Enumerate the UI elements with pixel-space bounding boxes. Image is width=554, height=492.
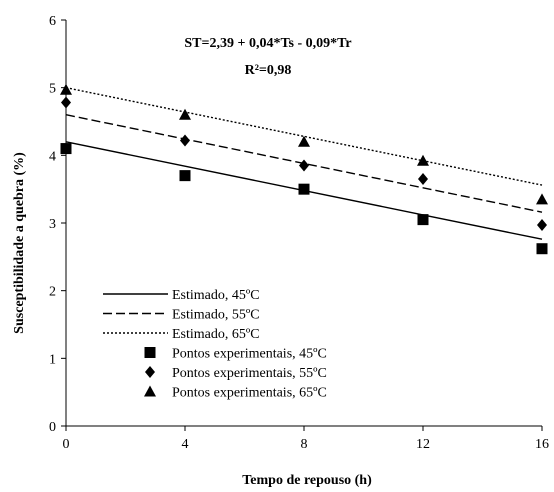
legend-item: Estimado, 55ºC: [103, 308, 260, 323]
y-tick-label: 1: [49, 352, 56, 367]
series-5: [61, 96, 547, 232]
series-layer: [60, 83, 548, 255]
x-tick-label: 4: [182, 437, 189, 452]
data-point: [417, 214, 429, 226]
legend-label: Pontos experimentais, 55ºC: [172, 366, 327, 381]
data-point: [179, 108, 191, 120]
data-point: [537, 219, 547, 232]
x-tick-label: 8: [301, 437, 308, 452]
legend-item: Estimado, 45ºC: [103, 288, 260, 303]
data-point: [60, 83, 72, 95]
legend-label: Pontos experimentais, 65ºC: [172, 386, 327, 401]
data-point: [179, 170, 191, 182]
data-point: [180, 134, 190, 147]
legend-item: Pontos experimentais, 55ºC: [145, 366, 327, 381]
x-tick-label: 16: [535, 437, 549, 452]
data-point: [536, 193, 548, 205]
legend-label: Estimado, 55ºC: [172, 308, 260, 323]
data-point: [536, 243, 548, 255]
y-tick-label: 6: [49, 14, 56, 29]
y-tick-label: 2: [49, 285, 56, 300]
series-line: [65, 86, 543, 186]
legend-swatch: [145, 366, 155, 378]
legend-item: Pontos experimentais, 45ºC: [144, 347, 327, 362]
x-tick-label: 0: [63, 437, 70, 452]
data-point: [298, 135, 310, 147]
data-point: [60, 143, 72, 155]
legend-item: Estimado, 65ºC: [103, 327, 260, 342]
legend-item: Pontos experimentais, 65ºC: [144, 385, 327, 401]
equation-label: ST=2,39 + 0,04*Ts - 0,09*Tr: [184, 36, 351, 51]
series-4: [60, 143, 548, 255]
y-tick-label: 0: [49, 420, 56, 435]
y-tick-label: 5: [49, 82, 56, 97]
legend-label: Estimado, 65ºC: [172, 327, 260, 342]
legend-label: Estimado, 45ºC: [172, 288, 260, 303]
legend-swatch: [144, 385, 156, 397]
legend: Estimado, 45ºC Estimado, 55ºC Estimado, 65…: [103, 288, 327, 401]
y-tick-label: 3: [49, 217, 56, 232]
x-axis-label: Tempo de repouso (h): [242, 473, 372, 488]
data-point: [418, 173, 428, 186]
legend-label: Pontos experimentais, 45ºC: [172, 347, 327, 362]
data-point: [417, 154, 429, 166]
y-axis-label: Susceptibilidade a quebra (%): [12, 152, 27, 334]
r-squared-label: R²=0,98: [245, 63, 292, 78]
series-6: [60, 83, 548, 205]
y-tick-label: 4: [49, 149, 56, 164]
x-tick-label: 12: [416, 437, 430, 452]
legend-swatch: [144, 347, 156, 358]
data-point: [299, 159, 309, 172]
series-3: [65, 86, 543, 186]
data-point: [61, 96, 71, 109]
data-point: [298, 183, 310, 195]
